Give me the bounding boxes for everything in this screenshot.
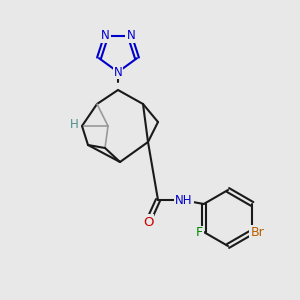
Text: F: F <box>196 226 203 239</box>
Text: O: O <box>143 215 153 229</box>
Text: N: N <box>101 29 110 42</box>
Text: NH: NH <box>175 194 193 206</box>
Text: Br: Br <box>250 226 264 238</box>
Text: N: N <box>126 29 135 42</box>
Text: H: H <box>70 118 78 130</box>
Text: N: N <box>114 65 122 79</box>
